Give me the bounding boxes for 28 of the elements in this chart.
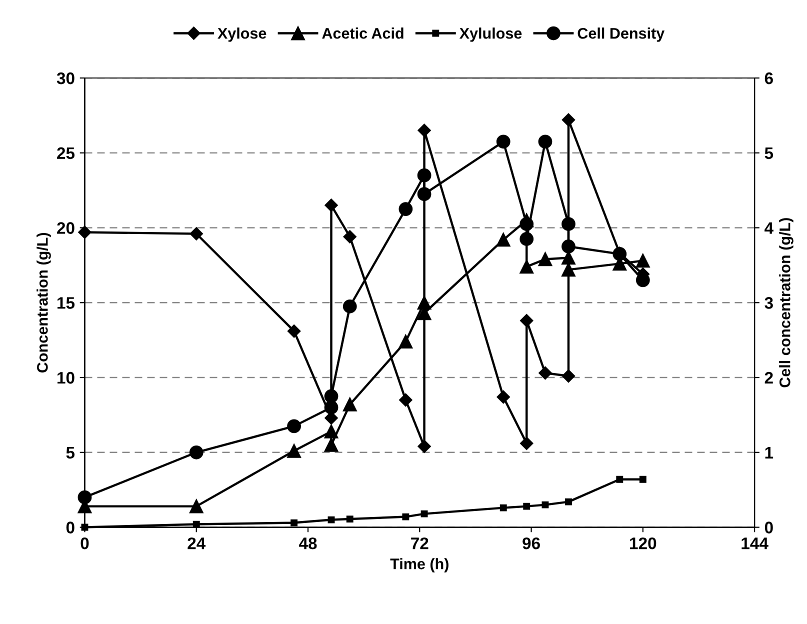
- y2-tick-label: 2: [764, 372, 773, 384]
- x-tick-label: 0: [80, 537, 89, 550]
- x-tick-label: 24: [188, 537, 206, 550]
- y-tick-label: 5: [66, 446, 75, 459]
- y2-tick-label: 5: [764, 147, 774, 160]
- y-tick-label: 30: [56, 72, 74, 84]
- y-tick-label: 15: [58, 297, 75, 309]
- y-tick-label: 10: [58, 372, 74, 384]
- legend-label: Xylulose: [459, 28, 522, 42]
- legend-label: Xylose: [218, 28, 266, 42]
- x-tick-label: 144: [742, 538, 768, 550]
- y2-axis-title: Cell concentration (g/L): [779, 218, 794, 388]
- x-tick-label: 72: [411, 537, 428, 550]
- y2-tick-label: 6: [764, 72, 773, 84]
- legend-label: Cell Density: [578, 28, 665, 42]
- y-tick-label: 25: [57, 147, 75, 160]
- x-axis-title: Time (h): [390, 558, 448, 572]
- y-tick-label: 20: [57, 222, 74, 234]
- y2-tick-label: 0: [764, 522, 773, 534]
- y2-tick-label: 3: [764, 297, 773, 309]
- legend-label: Acetic Acid: [322, 28, 404, 39]
- y-axis-title: Concentration (g/L): [36, 232, 51, 372]
- y2-tick-label: 4: [764, 222, 774, 234]
- y2-tick-label: 1: [765, 446, 774, 458]
- y-tick-label: 0: [66, 522, 74, 534]
- x-tick-label: 48: [298, 537, 317, 550]
- x-tick-label: 120: [630, 537, 656, 550]
- x-tick-label: 96: [522, 537, 540, 550]
